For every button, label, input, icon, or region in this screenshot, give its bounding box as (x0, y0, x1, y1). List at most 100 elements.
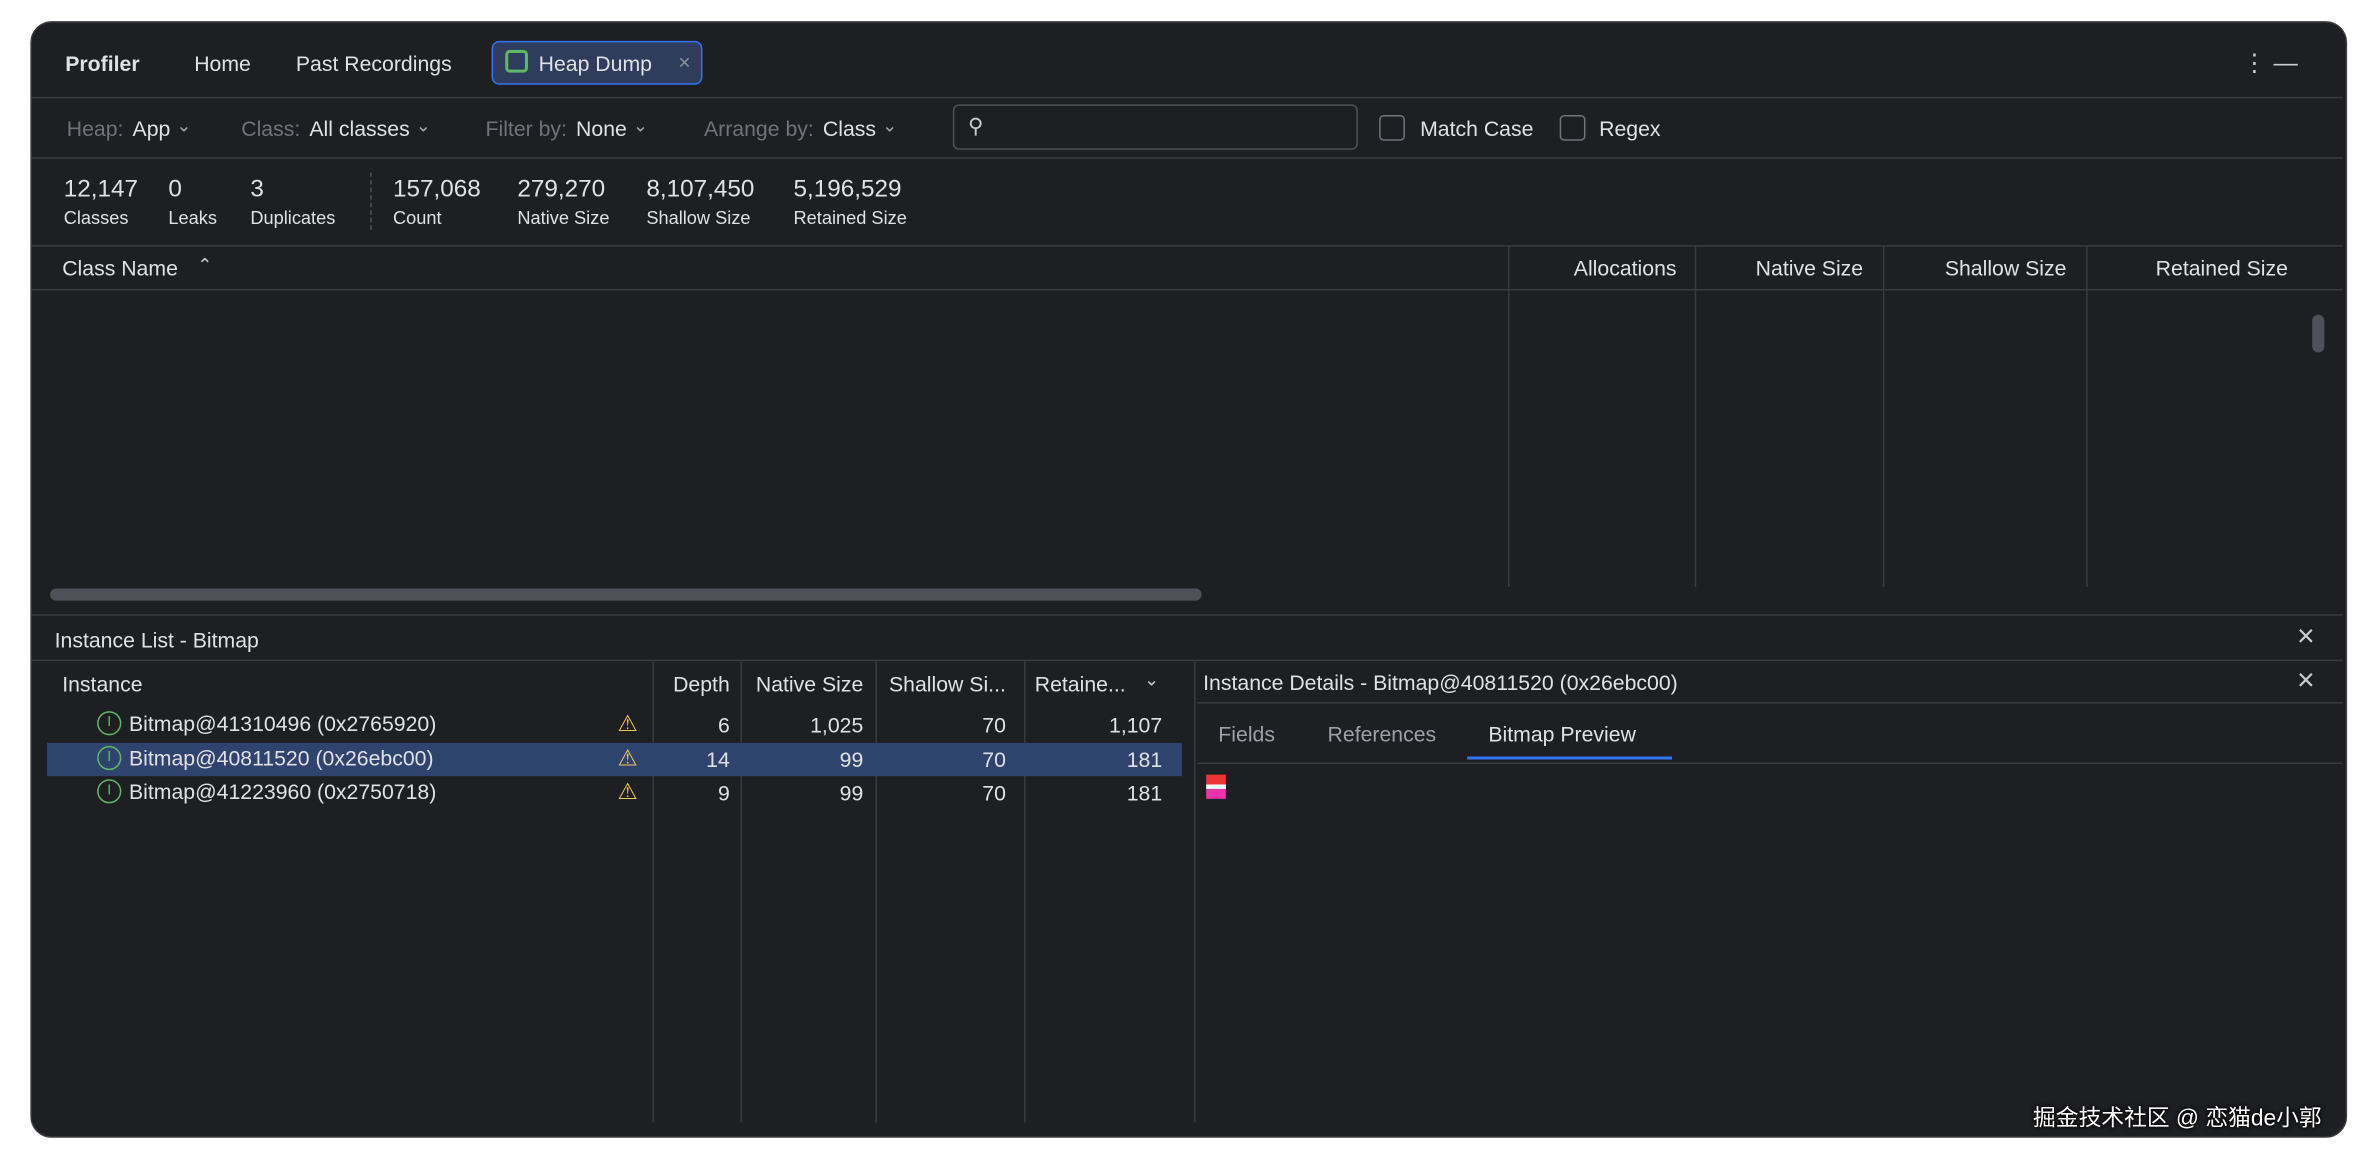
checkbox[interactable] (1379, 114, 1405, 141)
filter-value[interactable]: Class (822, 116, 877, 141)
close[interactable]: × (2297, 664, 2315, 698)
cell: 6 (717, 712, 730, 737)
stat-label: Duplicates (250, 207, 336, 229)
instance-icon: I (97, 711, 122, 736)
cell: 14 (706, 746, 730, 771)
column-header[interactable]: Native Size (1755, 255, 1864, 280)
stat-value: 3 (250, 177, 264, 203)
details-title: Instance Details - Bitmap@40811520 (0x26… (1203, 670, 1678, 695)
dropdown-arrow[interactable]: ⌄ (882, 114, 898, 137)
stat-label: Shallow Size (646, 207, 751, 229)
detail-tab[interactable]: Fields (1218, 721, 1275, 746)
stat-label: Count (392, 207, 442, 229)
tab-bar-divider (31, 96, 2343, 99)
panel-sep (1194, 661, 1196, 1123)
cell: 70 (982, 712, 1006, 737)
column-sep (1024, 661, 1026, 1123)
cell: 99 (839, 780, 864, 805)
toolbar-divider (31, 157, 2343, 159)
column-sep (652, 661, 654, 1123)
stat-value: 5,196,529 (793, 177, 902, 203)
search-box[interactable] (952, 104, 1358, 150)
stat-value: 0 (168, 177, 182, 203)
sort-arrow[interactable]: ⌃ (197, 254, 213, 276)
instance-name[interactable]: Bitmap@41310496 (0x2765920) (128, 711, 437, 736)
selected-row[interactable] (47, 742, 1182, 776)
filter-label: Filter by: (485, 116, 567, 141)
stat-label: Classes (63, 207, 129, 229)
filter-value[interactable]: None (576, 116, 627, 141)
cell: 70 (982, 746, 1006, 771)
column-sep (740, 661, 742, 1123)
warning-icon: ⚠ (617, 745, 638, 771)
search-icon: ⚲ (967, 113, 984, 138)
panel-divider (31, 659, 2343, 662)
panel-divider (1197, 702, 2343, 704)
column-sep (1508, 245, 1510, 588)
header-divider (31, 288, 2343, 291)
v-scrollbar[interactable] (2312, 314, 2325, 353)
rows-clip: CBitUtils(android.net.connectivity.com.a… (32, 290, 2308, 580)
column-header[interactable]: Shallow Si... (889, 671, 1006, 696)
cell: 1,025 (810, 712, 864, 737)
checkbox[interactable] (1559, 114, 1586, 141)
tab[interactable]: Past Recordings (295, 51, 452, 76)
stat-label: Native Size (517, 207, 610, 229)
column-header[interactable]: Retained Size (2155, 255, 2288, 280)
panel-divider (1197, 762, 2343, 765)
stat-value: 157,068 (392, 177, 481, 203)
stat-value: 279,270 (517, 177, 606, 203)
filter-label: Heap: (66, 116, 124, 141)
stat-sep (370, 172, 372, 230)
filter-value[interactable]: All classes (309, 116, 410, 141)
cell: 70 (982, 780, 1006, 805)
dropdown-arrow[interactable]: ⌄ (176, 114, 192, 137)
close[interactable]: × (2297, 620, 2315, 654)
detail-tab[interactable]: Bitmap Preview (1488, 721, 1636, 746)
cell: 181 (1126, 780, 1163, 805)
dropdown-arrow[interactable]: ⌄ (415, 114, 432, 137)
instance-icon: I (97, 779, 122, 804)
column-header[interactable]: Depth (673, 671, 730, 696)
cell: 1,107 (1109, 712, 1163, 737)
cell: 181 (1126, 746, 1163, 771)
tab-underline (1467, 756, 1672, 760)
filter-value[interactable]: App (132, 116, 171, 141)
column-sep (2086, 245, 2088, 588)
filter-label: Arrange by: (703, 116, 814, 141)
instance-icon: I (97, 745, 122, 770)
sort-arrow[interactable]: ⌄ (1143, 668, 1160, 690)
profiler-window (30, 21, 2348, 1138)
tab[interactable]: Home (194, 51, 251, 76)
dropdown-arrow[interactable]: ⌄ (632, 114, 649, 137)
menu[interactable]: ⋮ — (2242, 51, 2298, 78)
tab-icon (505, 49, 528, 73)
stat-label: Leaks (168, 207, 218, 229)
column-sep (875, 661, 877, 1123)
cell: 9 (717, 780, 730, 805)
column-header[interactable]: Instance (62, 671, 143, 696)
stat-value: 8,107,450 (646, 177, 755, 203)
bitmap-preview (1206, 774, 1226, 799)
detail-tab[interactable]: References (1327, 721, 1437, 746)
checkbox-label[interactable]: Regex (1599, 116, 1661, 141)
stat-value: 12,147 (63, 177, 138, 203)
cell: 99 (839, 746, 864, 771)
column-header[interactable]: Native Size (755, 671, 864, 696)
column-header[interactable]: Retaine... (1034, 671, 1126, 696)
checkbox-label[interactable]: Match Case (1420, 116, 1534, 141)
h-scrollbar[interactable] (50, 588, 1202, 601)
filter-label: Class: (241, 116, 301, 141)
instance-name[interactable]: Bitmap@41223960 (0x2750718) (128, 779, 437, 804)
column-sep (1694, 245, 1697, 588)
tab-label[interactable]: Heap Dump (538, 51, 652, 76)
column-header[interactable]: Allocations (1573, 255, 1677, 280)
instance-name[interactable]: Bitmap@40811520 (0x26ebc00) (128, 745, 434, 770)
column-header[interactable]: Class Name (62, 255, 178, 280)
app-title: Profiler (65, 51, 140, 76)
stats-divider (31, 245, 2343, 247)
column-header[interactable]: Shallow Size (1944, 255, 2067, 280)
panel-divider (31, 614, 2343, 616)
tab-close[interactable]: × (678, 49, 691, 75)
